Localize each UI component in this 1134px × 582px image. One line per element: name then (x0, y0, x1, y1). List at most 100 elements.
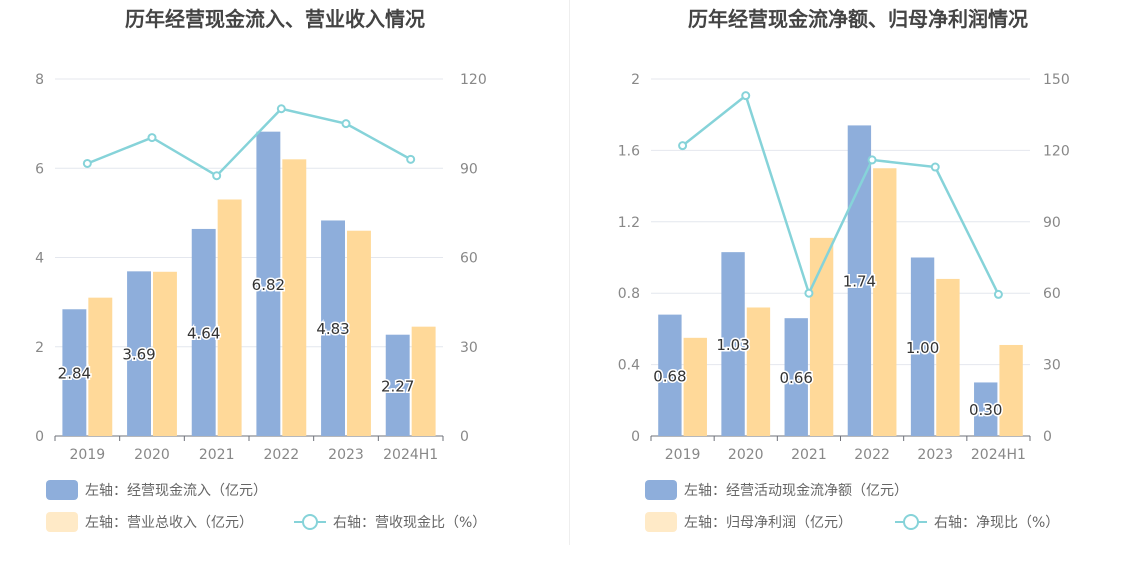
legend-swatch (645, 480, 677, 500)
y-right-tick-label: 120 (460, 72, 487, 88)
y-right-tick-label: 60 (1043, 286, 1061, 302)
bar (746, 307, 771, 436)
legend-label: 左轴：经营活动现金流净额（亿元） (684, 483, 908, 499)
x-tick-label: 2022 (854, 447, 890, 463)
data-label: 2.84 (58, 365, 91, 383)
y-right-tick-label: 90 (460, 161, 478, 177)
line-point (276, 104, 286, 114)
line-point (678, 141, 688, 151)
chart-right-panel: 历年经营现金流净额、归母净利润情况 0 0.4 0.8 1.2 1.6 2 0 30 60 90 12… (567, 0, 1134, 582)
series-line (86, 107, 412, 178)
bar (347, 230, 371, 436)
bar (999, 344, 1023, 436)
bar (847, 125, 872, 436)
data-label: 0.30 (969, 401, 1002, 419)
bar (62, 309, 87, 436)
x-tick-label: 2024H1 (383, 447, 438, 463)
y-left-tick-label: 2 (35, 340, 44, 356)
bar (910, 257, 935, 436)
x-tick-label: 2019 (665, 447, 701, 463)
y-right-tick-label: 120 (1043, 143, 1070, 159)
y-right-tick-label: 30 (1043, 358, 1061, 374)
chart-right: 历年经营现金流净额、归母净利润情况 0 0.4 0.8 1.2 1.6 2 0 30 60 90 12… (618, 7, 1070, 532)
y-left-tick-label: 2 (631, 72, 640, 88)
y-right-tick-label: 0 (460, 429, 469, 445)
chart-title: 历年经营现金流入、营业收入情况 (125, 7, 425, 31)
line-point (212, 171, 222, 181)
legend-label: 左轴：经营现金流入（亿元） (85, 483, 267, 499)
data-label: 1.00 (906, 339, 939, 357)
y-left-tick-label: 1.2 (618, 215, 640, 231)
line-point (804, 288, 814, 298)
bar (784, 318, 808, 436)
line-point (741, 91, 751, 101)
x-tick-label: 2022 (264, 447, 300, 463)
bar (873, 168, 897, 436)
data-label: 1.03 (716, 336, 749, 354)
legend-marker (903, 514, 919, 530)
x-tick-label: 2021 (199, 447, 235, 463)
legend-marker (302, 514, 318, 530)
legend-label: 左轴：营业总收入（亿元） (85, 515, 253, 531)
bar (385, 334, 410, 436)
y-right-tick-label: 90 (1043, 215, 1061, 231)
bar (88, 297, 113, 436)
bar (191, 228, 216, 436)
y-left-tick-label: 0 (35, 429, 44, 445)
y-left-tick-label: 6 (35, 161, 44, 177)
x-tick-label: 2019 (70, 447, 106, 463)
line-point (867, 155, 877, 165)
bar (809, 237, 834, 436)
line-point (406, 154, 416, 164)
bar (974, 382, 998, 436)
bar (256, 131, 281, 436)
y-left-tick-label: 0.8 (618, 286, 640, 302)
bar (153, 271, 177, 436)
y-right-tick-label: 0 (1043, 429, 1052, 445)
bar (282, 159, 307, 436)
data-label: 4.83 (316, 320, 349, 338)
bar (411, 326, 436, 436)
x-tick-label: 2023 (917, 447, 953, 463)
legend-label: 左轴：归母净利润（亿元） (684, 514, 852, 531)
chart-left-panel: 历年经营现金流入、营业收入情况 0 2 4 6 8 0 30 60 90 120 2019 2020 20… (35, 7, 487, 532)
y-right-tick-label: 60 (460, 251, 478, 267)
panel-divider (569, 0, 570, 545)
legend-label: 右轴：营收现金比（%） (333, 515, 486, 531)
y-left-tick-label: 0.4 (618, 358, 640, 374)
legend-label: 右轴：净现比（%） (934, 515, 1059, 531)
data-label: 2.27 (381, 377, 414, 395)
bar (936, 278, 960, 436)
bar (127, 271, 151, 436)
legend-swatch (46, 512, 78, 532)
y-left-tick-label: 8 (35, 72, 44, 88)
x-tick-label: 2023 (328, 447, 364, 463)
line-point (993, 289, 1003, 299)
legend-swatch (645, 512, 677, 532)
line-point (147, 133, 157, 143)
y-right-tick-label: 30 (460, 340, 478, 356)
bar (321, 220, 345, 436)
chart-left: 历年经营现金流入、营业收入情况 0 2 4 6 8 0 30 60 90 120 2019 2020 20… (35, 7, 487, 532)
data-label: 6.82 (252, 276, 285, 294)
series-line (681, 93, 1000, 297)
y-left-tick-label: 0 (631, 429, 640, 445)
bar (721, 252, 745, 436)
x-tick-label: 2021 (791, 447, 827, 463)
data-label: 0.68 (653, 367, 686, 385)
y-right-tick-label: 150 (1043, 72, 1070, 88)
line-point (341, 119, 351, 129)
data-label: 1.74 (843, 273, 876, 291)
bar (658, 314, 682, 436)
line-point (930, 162, 940, 172)
bar (217, 199, 242, 436)
data-label: 3.69 (122, 346, 155, 364)
x-tick-label: 2020 (728, 447, 764, 463)
y-left-tick-label: 4 (35, 251, 44, 267)
x-tick-label: 2024H1 (971, 447, 1026, 463)
data-label: 4.64 (187, 324, 220, 342)
x-tick-label: 2020 (134, 447, 170, 463)
y-left-tick-label: 1.6 (618, 143, 640, 159)
chart-title: 历年经营现金流净额、归母净利润情况 (688, 7, 1028, 31)
legend-swatch (46, 480, 78, 500)
